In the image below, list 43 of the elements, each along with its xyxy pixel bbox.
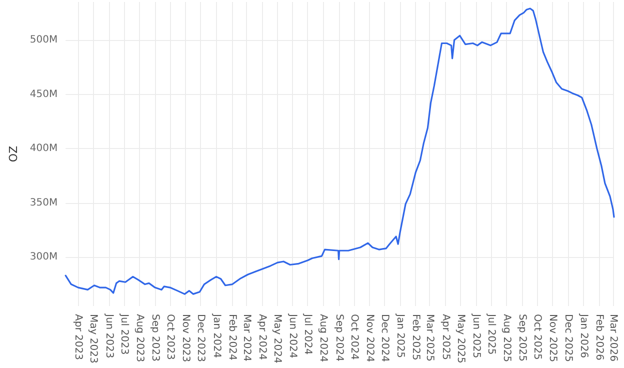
x-tick-label: Dec 2025 — [562, 314, 574, 362]
y-tick-label: 400M — [30, 143, 58, 154]
x-tick-label: Oct 2024 — [348, 314, 360, 360]
x-tick-label: Apr 2024 — [256, 314, 268, 360]
y-tick-label: 300M — [30, 252, 58, 263]
x-tick-label: Sep 2025 — [516, 314, 528, 362]
y-tick-label: 500M — [30, 34, 58, 46]
x-tick-label: Dec 2024 — [379, 314, 390, 362]
x-tick-label: Jul 2024 — [302, 313, 314, 355]
x-tick-label: Mar 2026 — [607, 314, 618, 362]
x-tick-label: Jun 2025 — [470, 313, 482, 358]
x-tick-label: Oct 2023 — [164, 314, 176, 360]
x-tick-label: Nov 2024 — [364, 314, 375, 362]
x-tick-label: Feb 2026 — [593, 314, 604, 360]
y-tick-label: 450M — [30, 88, 58, 100]
x-tick-label: Apr 2023 — [72, 314, 84, 360]
x-tick-label: Feb 2024 — [226, 314, 238, 360]
x-tick-label: Sep 2024 — [333, 314, 344, 362]
x-tick-label: May 2023 — [88, 314, 99, 364]
x-tick-label: Jan 2024 — [210, 313, 222, 358]
x-tick-label: Mar 2024 — [240, 314, 252, 362]
x-tick-label: Jun 2024 — [287, 313, 298, 358]
x-tick-label: Aug 2023 — [134, 314, 145, 362]
x-tick-label: May 2024 — [272, 314, 283, 364]
x-tick-label: Nov 2023 — [180, 314, 192, 362]
x-tick-label: Jul 2023 — [118, 313, 130, 355]
y-tick-label: 350M — [30, 197, 58, 208]
x-tick-label: Sep 2023 — [150, 314, 161, 362]
x-tick-label: Aug 2024 — [318, 314, 329, 362]
x-tick-label: Dec 2023 — [195, 314, 206, 362]
x-tick-label: Nov 2025 — [547, 314, 558, 362]
x-tick-label: Oct 2025 — [532, 314, 543, 360]
y-axis-title: OZ — [7, 145, 20, 162]
x-tick-label: May 2025 — [454, 314, 466, 364]
x-tick-label: Jan 2025 — [394, 313, 406, 358]
line-series — [64, 8, 615, 295]
x-tick-label: Apr 2025 — [440, 314, 451, 360]
x-tick-label: Jan 2026 — [578, 313, 589, 358]
x-tick-label: Jul 2025 — [485, 313, 496, 355]
x-tick-label: Aug 2025 — [501, 314, 512, 362]
x-tick-label: Feb 2025 — [410, 314, 422, 360]
x-tick-label: Jun 2023 — [103, 313, 114, 358]
x-tick-label: Mar 2025 — [424, 314, 436, 362]
